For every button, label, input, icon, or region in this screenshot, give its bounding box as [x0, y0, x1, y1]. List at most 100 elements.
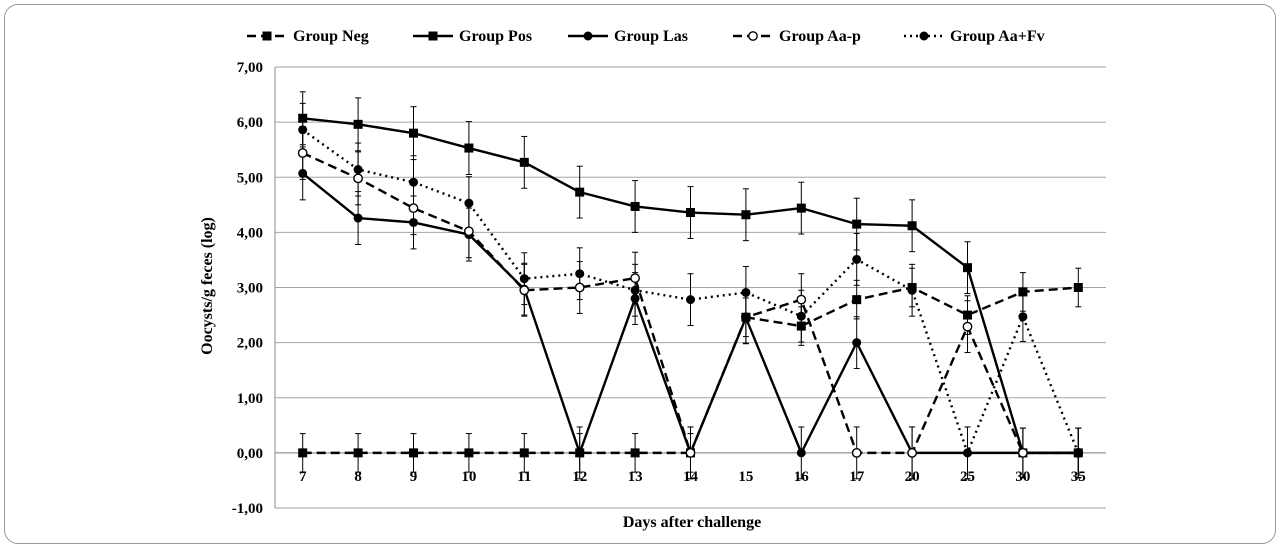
legend-label: Group Aa-p	[779, 28, 861, 45]
data-point	[575, 269, 585, 279]
y-tick-label: 5,00	[237, 170, 263, 186]
data-point	[741, 210, 751, 220]
data-point	[463, 226, 474, 237]
legend-label: Group Aa+Fv	[950, 28, 1045, 45]
data-point	[1018, 447, 1028, 458]
x-tick-label: 20	[905, 469, 920, 485]
y-tick-labels: -1,00 0,00 1,00 2,00 3,00 4,00 5,00 6,00 7,00	[232, 60, 263, 517]
data-point	[575, 448, 585, 458]
y-tick-label: 0,00	[237, 446, 263, 462]
legend-marker	[919, 31, 929, 41]
data-point	[409, 217, 418, 227]
data-point	[1018, 312, 1028, 322]
x-tick-label: 8	[354, 469, 362, 485]
data-point	[298, 113, 308, 123]
data-point	[519, 448, 529, 458]
data-point	[1073, 448, 1083, 458]
data-point	[630, 294, 640, 304]
data-point	[409, 128, 418, 138]
x-tick-label: 35	[1071, 469, 1086, 485]
data-point	[963, 310, 972, 320]
x-tick-label: 16	[794, 469, 810, 485]
y-tick-label: 2,00	[237, 336, 263, 352]
data-point	[741, 287, 751, 297]
x-tick-label: 15	[738, 469, 753, 485]
y-tick-label: -1,00	[232, 501, 263, 517]
data-point	[630, 448, 640, 458]
data-point	[298, 125, 308, 135]
data-point	[519, 274, 529, 284]
y-tick-label: 4,00	[237, 225, 263, 241]
line-chart: -1,00 0,00 1,00 2,00 3,00 4,00 5,00 6,00 7,00 7 8…	[199, 28, 1106, 531]
data-point	[353, 165, 363, 175]
data-point	[686, 295, 695, 305]
data-point	[796, 203, 806, 213]
data-point	[796, 311, 806, 321]
y-tick-label: 1,00	[237, 391, 263, 407]
legend-label: Group Neg	[293, 28, 369, 45]
y-tick-label: 6,00	[237, 115, 263, 131]
legend-marker	[262, 31, 272, 41]
x-tick-label: 13	[628, 469, 643, 485]
data-point	[519, 285, 530, 296]
data-point	[963, 448, 972, 458]
error-bars	[299, 91, 1082, 480]
data-point	[298, 168, 308, 178]
y-tick-label: 7,00	[237, 60, 263, 76]
data-point	[741, 312, 751, 322]
data-point	[408, 203, 419, 214]
data-point	[1073, 283, 1083, 292]
x-tick-label: 14	[683, 469, 699, 485]
data-point	[574, 282, 585, 293]
data-point	[1018, 287, 1028, 297]
x-tick-label: 17	[849, 469, 865, 485]
data-point	[409, 448, 418, 458]
data-point	[685, 447, 696, 458]
data-point	[353, 448, 363, 458]
data-point	[519, 157, 529, 167]
legend-label: Group Pos	[459, 28, 532, 45]
x-tick-label: 7	[299, 469, 307, 485]
legend-marker	[748, 31, 758, 41]
x-tick-label: 10	[461, 469, 476, 485]
y-axis-title: Oocysts/g feces (log)	[199, 217, 216, 355]
data-point	[464, 198, 474, 208]
legend-marker	[428, 31, 438, 41]
x-axis-title: Days after challenge	[623, 514, 761, 531]
legend: Group Neg Group Pos Group Las Group Aa-p Gro…	[247, 28, 1045, 45]
data-point	[464, 448, 474, 458]
legend-marker	[583, 31, 593, 41]
data-point	[298, 448, 308, 458]
data-point	[464, 143, 474, 153]
data-point	[353, 173, 363, 184]
data-point	[907, 221, 917, 231]
series-markers	[297, 113, 1084, 458]
data-point	[353, 213, 363, 223]
data-point	[852, 338, 862, 348]
data-point	[962, 321, 973, 332]
series-line	[302, 151, 1079, 455]
data-point	[796, 448, 806, 458]
legend-label: Group Las	[614, 28, 688, 45]
x-tick-label: 11	[517, 469, 531, 485]
data-point	[630, 285, 640, 295]
data-point	[852, 219, 862, 229]
data-point	[353, 119, 363, 129]
data-point	[796, 321, 806, 331]
x-tick-label: 9	[410, 469, 418, 485]
data-point	[575, 187, 585, 197]
data-point	[852, 254, 862, 264]
x-tick-labels: 7 8 9 10 11 12 13 14 15 16 17 20 25 30 35	[299, 469, 1086, 485]
data-point	[297, 148, 308, 158]
data-point	[852, 295, 862, 305]
data-point	[907, 447, 917, 458]
data-point	[796, 294, 807, 305]
data-point	[409, 177, 418, 187]
data-point	[963, 263, 972, 273]
x-tick-label: 12	[572, 469, 587, 485]
x-tick-label: 30	[1015, 469, 1030, 485]
data-point	[907, 283, 917, 292]
data-point	[630, 273, 640, 284]
series-line	[302, 128, 1080, 455]
data-point	[851, 447, 862, 458]
